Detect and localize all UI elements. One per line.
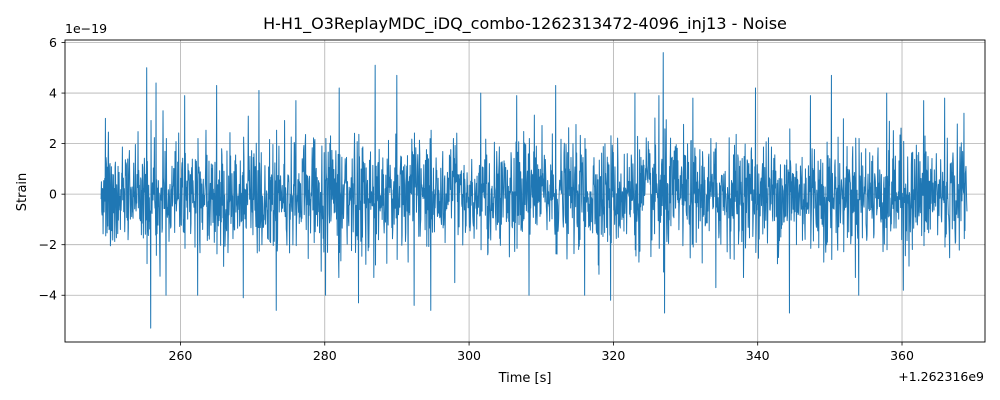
y-scale-label: 1e−19 — [65, 21, 107, 36]
y-tick-label: −2 — [39, 237, 57, 252]
tick-marks — [61, 42, 903, 346]
axes-frame — [64, 39, 986, 343]
y-axis-label: Strain — [15, 173, 30, 212]
x-offset-label: +1.262316e9 — [898, 369, 984, 384]
noise-series-line — [100, 52, 968, 329]
x-tick-label: 260 — [169, 348, 193, 363]
x-axis-label: Time [s] — [498, 371, 552, 386]
x-tick-label: 360 — [890, 348, 914, 363]
x-tick-label: 340 — [746, 348, 770, 363]
y-tick-label: 6 — [49, 35, 57, 50]
x-tick-label: 320 — [601, 348, 625, 363]
plot-area — [100, 52, 968, 329]
y-tick-label: 2 — [49, 136, 57, 151]
y-tick-label: 4 — [49, 86, 57, 101]
y-tick-label: 0 — [49, 187, 57, 202]
x-tick-label: 280 — [313, 348, 337, 363]
y-tick-label: −4 — [39, 288, 57, 303]
x-tick-label: 300 — [457, 348, 481, 363]
chart-title: H-H1_O3ReplayMDC_iDQ_combo-1262313472-40… — [263, 14, 787, 34]
